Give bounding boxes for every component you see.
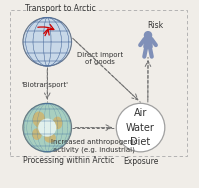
- Text: Exposure: Exposure: [123, 157, 158, 165]
- Circle shape: [116, 103, 165, 152]
- Circle shape: [23, 17, 71, 66]
- Text: Air
Water
Diet: Air Water Diet: [126, 108, 155, 147]
- Text: Direct import
of goods: Direct import of goods: [77, 52, 124, 65]
- Circle shape: [144, 32, 152, 39]
- Ellipse shape: [33, 112, 44, 126]
- Text: 'Biotransport': 'Biotransport': [21, 82, 68, 88]
- Text: Transport to Arctic: Transport to Arctic: [25, 4, 96, 13]
- Ellipse shape: [36, 119, 51, 129]
- Text: Risk: Risk: [147, 21, 164, 30]
- Ellipse shape: [53, 117, 62, 129]
- Ellipse shape: [33, 129, 41, 139]
- Polygon shape: [144, 38, 152, 47]
- Text: Increased anthropogenic
activity (e.g. industrial): Increased anthropogenic activity (e.g. i…: [51, 139, 137, 153]
- Bar: [10, 10, 187, 156]
- Circle shape: [23, 103, 71, 152]
- Circle shape: [39, 119, 56, 136]
- Ellipse shape: [45, 134, 55, 142]
- Text: Processing within Arctic: Processing within Arctic: [23, 156, 114, 164]
